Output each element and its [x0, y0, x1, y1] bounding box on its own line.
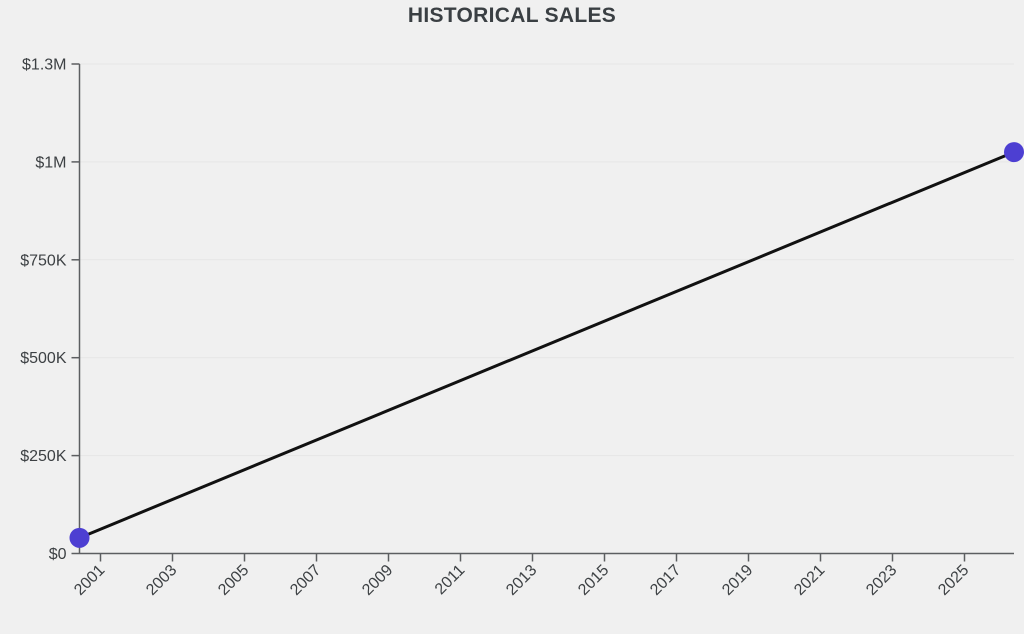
- x-axis-label: 2019: [719, 562, 756, 599]
- x-axis-label: 2025: [935, 562, 972, 599]
- x-axis-label: 2013: [503, 562, 540, 599]
- data-point-2026[interactable]: [1004, 142, 1024, 163]
- chart-title: HISTORICAL SALES: [407, 4, 617, 27]
- y-axis-label: $1.3M: [22, 57, 66, 74]
- x-axis-label: 2017: [647, 562, 684, 599]
- x-axis-label: 2007: [287, 562, 324, 599]
- y-axis-label: $500K: [20, 350, 67, 367]
- x-axis-label: 2009: [359, 562, 396, 599]
- data-point-2000[interactable]: [69, 527, 90, 548]
- y-axis-label: $250K: [20, 448, 67, 465]
- x-axis-label: 2005: [215, 562, 252, 599]
- x-axis-label: 2001: [71, 562, 108, 599]
- y-axis-label: $750K: [20, 252, 67, 269]
- x-axis-label: 2003: [143, 562, 180, 599]
- sales-line: [78, 150, 1016, 540]
- x-axis-label: 2023: [863, 562, 900, 599]
- x-axis-label: 2015: [575, 562, 612, 599]
- y-axis-label: $0: [49, 546, 67, 563]
- y-axis-label: $1M: [35, 154, 66, 171]
- x-axis-label: 2021: [791, 562, 828, 599]
- x-axis-label: 2011: [432, 562, 468, 598]
